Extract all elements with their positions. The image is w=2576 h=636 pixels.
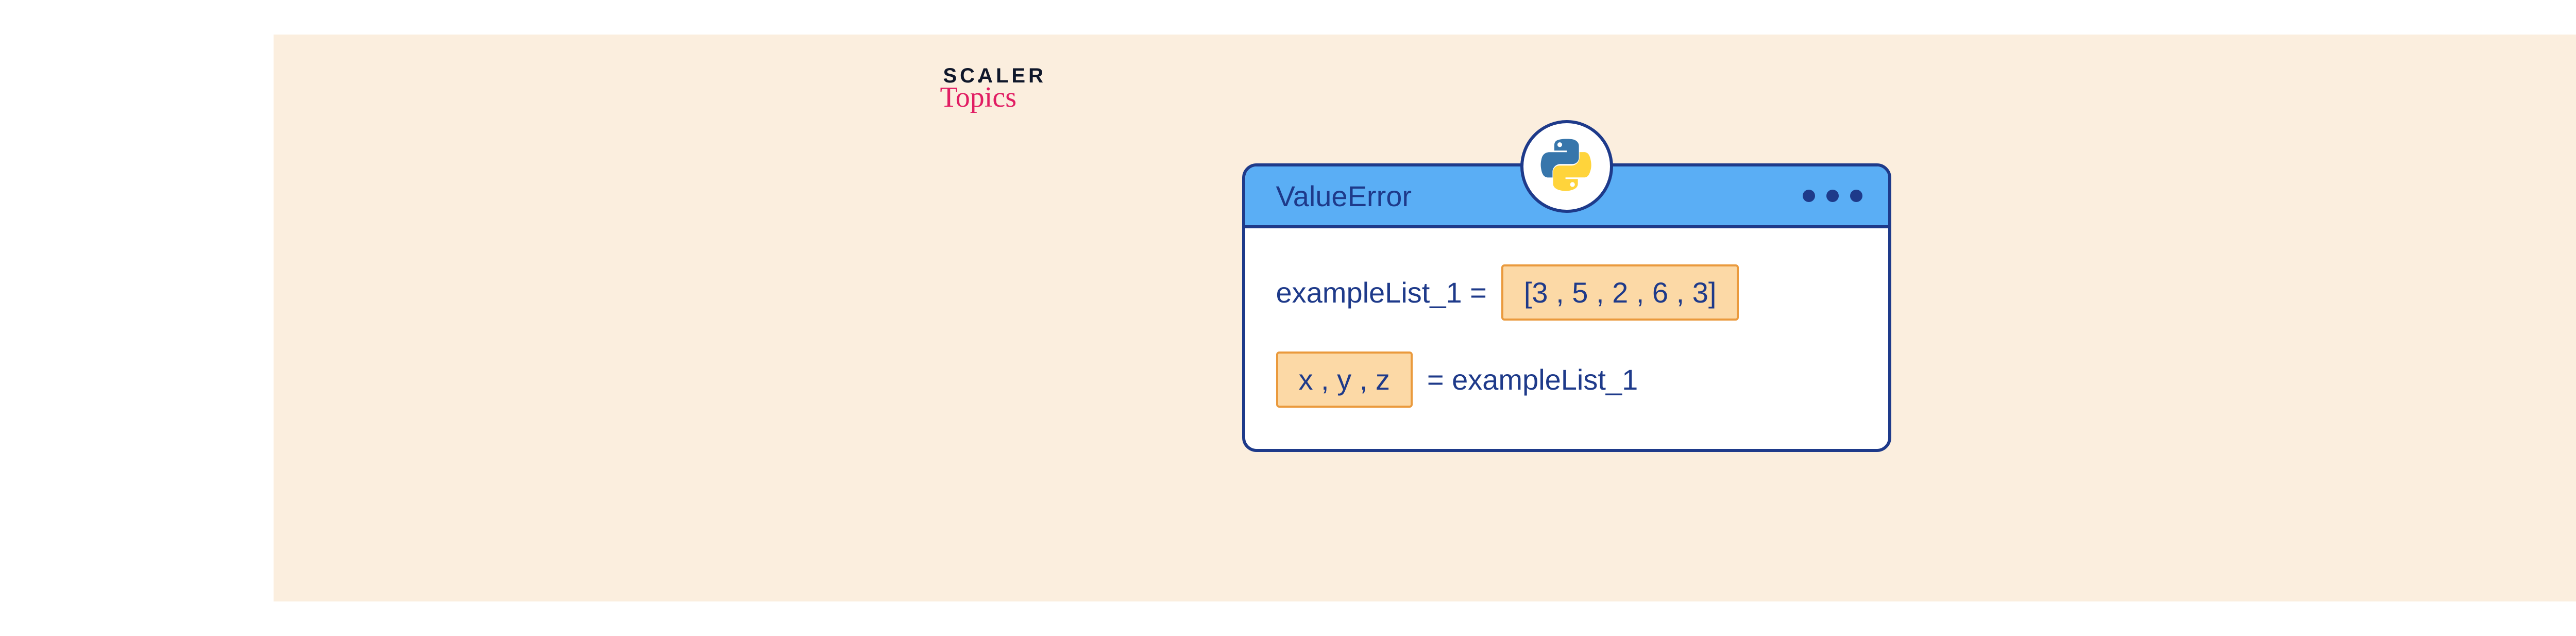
canvas: SCALER Topics ValueError ex — [0, 0, 2576, 636]
scaler-topics-logo: SCALER Topics — [943, 65, 1046, 112]
code-line-2: x , y , z = exampleList_1 — [1276, 352, 1857, 408]
window-dot-icon — [1850, 190, 1862, 202]
window-title: ValueError — [1276, 179, 1412, 213]
cream-panel: SCALER Topics ValueError ex — [274, 35, 2576, 601]
window-controls — [1803, 190, 1862, 202]
error-window: ValueError exampleList_1 = [3 , 5 , 2 , … — [1242, 163, 1891, 452]
window-dot-icon — [1803, 190, 1815, 202]
logo-text-topics: Topics — [940, 83, 1046, 112]
list-value-chip: [3 , 5 , 2 , 6 , 3] — [1501, 264, 1739, 321]
window-content: exampleList_1 = [3 , 5 , 2 , 6 , 3] x , … — [1245, 228, 1888, 449]
code-line-1: exampleList_1 = [3 , 5 , 2 , 6 , 3] — [1276, 264, 1857, 321]
python-icon — [1520, 120, 1613, 213]
code-text: = exampleList_1 — [1427, 363, 1638, 396]
code-text: exampleList_1 = — [1276, 276, 1487, 309]
unpack-vars-chip: x , y , z — [1276, 352, 1413, 408]
window-dot-icon — [1826, 190, 1839, 202]
python-logo-svg — [1538, 138, 1595, 195]
